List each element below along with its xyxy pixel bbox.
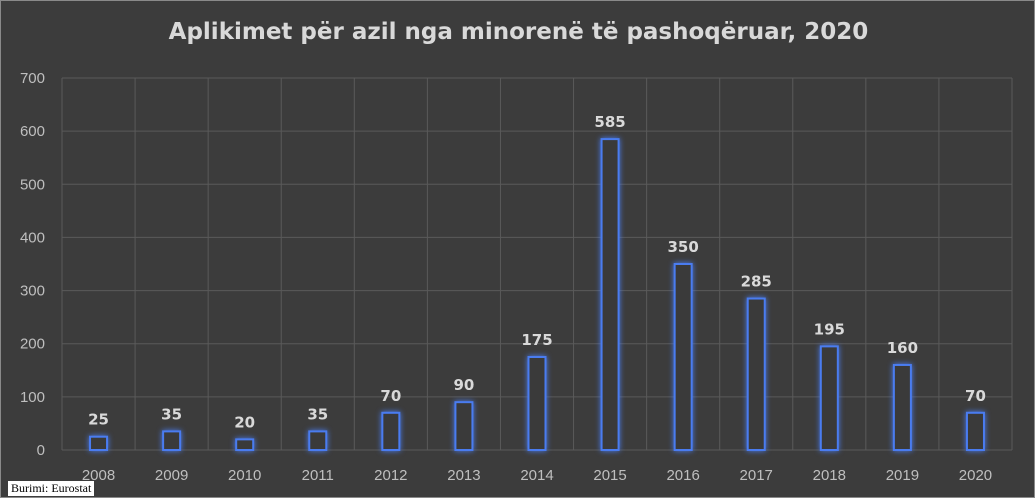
- data-label-2008: 25: [88, 411, 109, 429]
- x-tick-label-2018: 2018: [813, 467, 846, 484]
- x-tick-label-2012: 2012: [374, 467, 407, 484]
- source-note: Burimi: Eurostat: [8, 481, 95, 496]
- data-label-2014: 175: [521, 331, 552, 349]
- bar-2015: [600, 138, 620, 451]
- y-tick-label: 0: [37, 442, 45, 459]
- chart-title: Aplikimet për azil nga minorenë të pasho…: [168, 19, 869, 45]
- bar-2013: [454, 401, 474, 451]
- data-label-2018: 195: [814, 320, 845, 338]
- bars: [89, 138, 985, 452]
- data-label-2011: 35: [307, 405, 328, 423]
- bar-2014: [527, 356, 547, 451]
- x-tick-label-2019: 2019: [886, 467, 919, 484]
- y-tick-label: 300: [20, 283, 45, 300]
- y-tick-label: 700: [20, 70, 45, 87]
- data-label-2020: 70: [965, 387, 986, 405]
- data-label-2016: 350: [667, 238, 698, 256]
- x-tick-label-2011: 2011: [302, 467, 334, 484]
- bar-2019: [892, 363, 912, 452]
- data-label-2012: 70: [380, 387, 401, 405]
- x-tick-label-2013: 2013: [447, 467, 480, 484]
- grid-lines: [61, 77, 1013, 451]
- data-label-2013: 90: [453, 376, 474, 394]
- y-tick-label: 500: [20, 176, 45, 193]
- y-tick-label: 100: [20, 389, 45, 406]
- x-tick-label-2017: 2017: [740, 467, 773, 484]
- y-axis: 0 100 200 300 400 500 600 700: [20, 70, 45, 459]
- bar-2010: [235, 438, 255, 452]
- data-label-2015: 585: [594, 113, 625, 131]
- data-label-2010: 20: [234, 413, 255, 431]
- data-labels: 25 35 20 35 70 90 175 585 350 285 195 160 70: [88, 113, 986, 431]
- bar-2018: [819, 345, 839, 451]
- bar-2020: [965, 411, 985, 451]
- x-tick-label-2016: 2016: [666, 467, 699, 484]
- bar-2017: [746, 297, 766, 451]
- y-tick-label: 600: [20, 123, 45, 140]
- bar-2016: [673, 263, 693, 451]
- x-tick-label-2014: 2014: [520, 467, 553, 484]
- bar-2009: [162, 430, 182, 451]
- bar-2008: [89, 435, 109, 452]
- y-tick-label: 400: [20, 229, 45, 246]
- data-label-2009: 35: [161, 405, 182, 423]
- data-label-2017: 285: [741, 273, 772, 291]
- y-tick-label: 200: [20, 336, 45, 353]
- x-tick-label-2020: 2020: [959, 467, 992, 484]
- bar-2012: [381, 411, 401, 451]
- x-tick-label-2008: 2008: [82, 467, 115, 484]
- x-tick-label-2010: 2010: [228, 467, 261, 484]
- x-tick-label-2015: 2015: [593, 467, 626, 484]
- bar-2011: [308, 430, 328, 451]
- x-axis: 2008 2009 2010 2011 2012 2013 2014 2015 2016 2017…: [82, 467, 992, 484]
- data-label-2019: 160: [887, 339, 918, 357]
- x-tick-label-2009: 2009: [155, 467, 188, 484]
